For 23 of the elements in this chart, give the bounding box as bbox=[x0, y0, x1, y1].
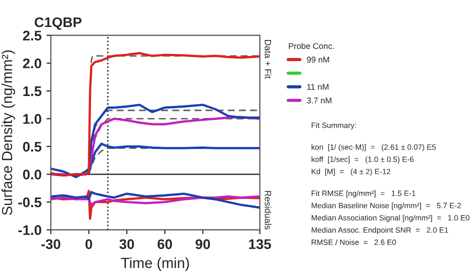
x-axis-title: Time (min) bbox=[121, 257, 189, 271]
legend-label: 11 nM bbox=[307, 84, 328, 90]
text: Data + Fit bbox=[264, 40, 272, 79]
x-tick-label: -30 bbox=[41, 239, 60, 250]
legend-label: 99 nM bbox=[306, 56, 330, 63]
legend-label: 3.7 nM bbox=[306, 97, 332, 104]
y-tick-label: 0.5 bbox=[23, 142, 42, 152]
legend-title: Probe Conc. bbox=[288, 42, 334, 49]
y-tick-label: 0.0 bbox=[23, 170, 42, 180]
x-tick-label: 90 bbox=[196, 239, 210, 250]
y-tick-label: -1.0 bbox=[18, 225, 42, 236]
y-tick-label: 1.0 bbox=[23, 114, 42, 124]
x-tick-label: 30 bbox=[119, 239, 134, 250]
y-tick-label: -0.5 bbox=[18, 197, 42, 208]
x-tick-label: 135 bbox=[249, 239, 272, 250]
chart-title: C1QBP bbox=[34, 17, 82, 30]
x-tick-label: 60 bbox=[158, 239, 172, 250]
y-tick-label: 1.5 bbox=[23, 86, 42, 96]
x-tick-label: 0 bbox=[86, 239, 92, 250]
y-axis-title: Surface Density (ng/mm²) bbox=[1, 50, 16, 215]
y-tick-label: 2.5 bbox=[22, 30, 42, 41]
text: Residuals bbox=[264, 190, 272, 230]
y-tick-label: 2.0 bbox=[22, 58, 42, 68]
